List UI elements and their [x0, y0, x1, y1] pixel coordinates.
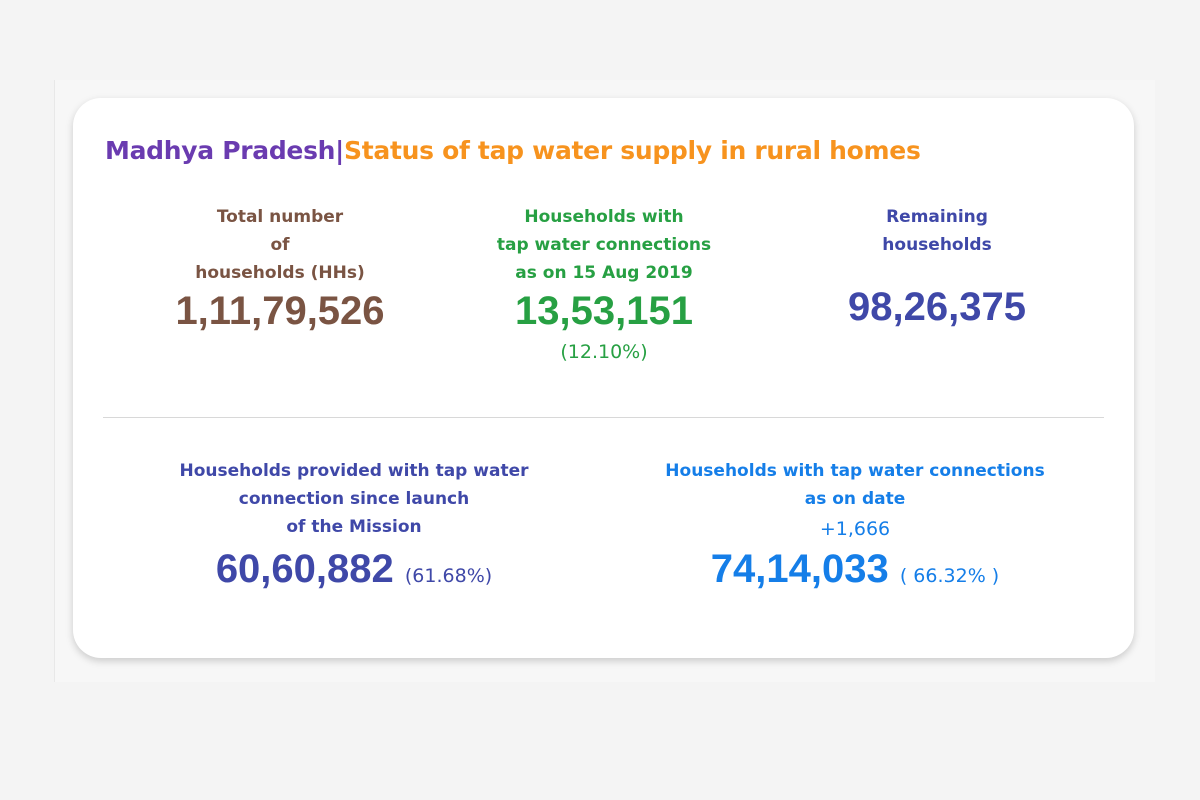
label-line: Households with tap water connections [665, 461, 1045, 481]
stat-percent: ( 66.32% ) [899, 565, 1000, 587]
stat-value-row: 74,14,033 ( 66.32% ) [635, 545, 1075, 600]
stat-value: 1,11,79,526 [175, 289, 385, 333]
label-line: of the Mission [286, 517, 422, 537]
label-line: households (HHs) [195, 263, 365, 283]
label-line: Total number [216, 207, 344, 227]
stat-value: 13,53,151 [515, 289, 693, 333]
label-line: connection since launch [238, 489, 470, 509]
state-name: Madhya Pradesh [105, 136, 336, 165]
stat-label: Remaining households [777, 203, 1097, 259]
label-line: Households with [524, 207, 684, 227]
stat-remaining-households: Remaining households 98,26,375 [777, 203, 1097, 331]
title-subtitle: Status of tap water supply in rural home… [344, 136, 921, 165]
card-title: Madhya Pradesh|Status of tap water suppl… [105, 136, 921, 165]
stat-value: 74,14,033 [710, 547, 889, 591]
stat-value-row: 60,60,882 (61.68%) [154, 545, 554, 600]
stat-since-launch: Households provided with tap water conne… [154, 457, 554, 600]
stat-value: 60,60,882 [215, 547, 394, 591]
section-divider [103, 417, 1104, 418]
label-line: as on date [804, 489, 906, 509]
label-line: of [270, 235, 290, 255]
stat-total-households: Total number of households (HHs) 1,11,79… [120, 203, 440, 335]
label-line: households [882, 235, 992, 255]
stat-value: 98,26,375 [848, 285, 1026, 329]
stat-label: Households with tap water connections as… [635, 457, 1075, 513]
label-line: Remaining [886, 207, 988, 227]
stat-label: Households with tap water connections as… [444, 203, 764, 287]
stat-as-on-date: Households with tap water connections as… [635, 457, 1075, 600]
stat-label: Households provided with tap water conne… [154, 457, 554, 541]
label-line: as on 15 Aug 2019 [515, 263, 693, 283]
stat-delta: +1,666 [819, 518, 891, 540]
label-line: Households provided with tap water [179, 461, 529, 481]
stat-percent: (61.68%) [404, 565, 493, 587]
status-card: Madhya Pradesh|Status of tap water suppl… [73, 98, 1134, 658]
stat-households-2019: Households with tap water connections as… [444, 203, 764, 369]
stat-percent: (12.10%) [560, 341, 648, 363]
stat-label: Total number of households (HHs) [120, 203, 440, 287]
label-line: tap water connections [496, 235, 712, 255]
title-separator: | [335, 136, 345, 165]
